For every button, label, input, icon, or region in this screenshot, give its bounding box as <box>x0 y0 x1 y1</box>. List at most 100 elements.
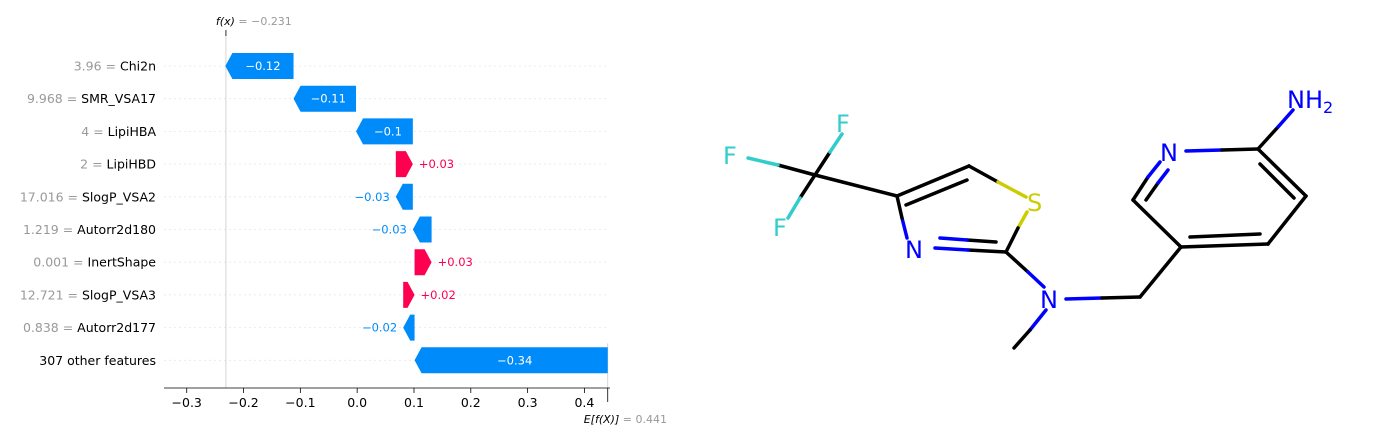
bond-n3-c4-black <box>895 194 904 220</box>
bar-value-label: −0.12 <box>245 59 280 73</box>
feature-name: SMR_VSA17 <box>81 91 156 106</box>
base-label: E[f(X)] = 0.441 <box>584 413 667 426</box>
feature-value: 2 = <box>80 157 106 172</box>
bond-c-f2-colored <box>746 156 780 167</box>
atom-nh2-subscript: 2 <box>1323 98 1333 117</box>
bond-c-f3 <box>798 173 817 200</box>
fx-label: f(x) = −0.231 <box>216 15 292 28</box>
bond-py-c2-n1-inner-colored <box>1156 168 1170 185</box>
x-tick-label: 0.3 <box>518 395 538 410</box>
feature-labels: 3.96 = Chi2n 9.968 = SMR_VSA17 4 = LipiHBA… <box>20 59 157 368</box>
waterfall-chart: −0.12−0.11−0.1+0.03−0.03−0.03+0.03+0.02−… <box>20 15 667 426</box>
bar-value-label: +0.03 <box>438 255 473 269</box>
bond-py-c4-c3 <box>1179 242 1270 249</box>
bond-py-c4-c3-inner <box>1188 232 1262 239</box>
feature-name: 307 other features <box>39 353 156 368</box>
positive-bar <box>414 249 432 276</box>
feature-label: 4 = LipiHBA <box>81 124 156 139</box>
feature-label: 17.016 = SlogP_VSA2 <box>20 189 156 204</box>
bond-c4-c5 <box>895 164 971 198</box>
feature-name: InertShape <box>88 255 157 270</box>
bar-value-label: −0.02 <box>362 321 397 335</box>
bond-c4-c5-inner <box>904 178 969 207</box>
negative-bar <box>412 216 432 243</box>
negative-bar <box>403 314 415 341</box>
bond-n-ch2 <box>1064 296 1104 301</box>
bond-py-n1-c6-black <box>1220 147 1260 152</box>
bond-n-methyl <box>1028 308 1048 332</box>
x-tick-label: −0.3 <box>172 395 202 410</box>
bond-py-c5-c4 <box>1266 194 1308 246</box>
bond-py-c6-c5-inner <box>1258 162 1296 200</box>
negative-bar <box>356 118 413 145</box>
atom-f3: F <box>773 214 787 242</box>
feature-value: 0.838 = <box>23 320 77 335</box>
atom-f1: F <box>836 110 850 138</box>
feature-value: 12.721 = <box>20 287 82 302</box>
bar-value-label: −0.03 <box>355 190 390 204</box>
bond-c-f2 <box>776 163 817 177</box>
feature-value: 1.219 = <box>23 222 77 237</box>
positive-bar <box>395 151 413 178</box>
bar-value-label: +0.02 <box>421 288 456 302</box>
x-tick-label: 0.1 <box>404 395 424 410</box>
bars-group: −0.12 −0.11 −0.1 +0.03 −0.03 −0.03 +0.03 +0.02 −… <box>225 53 608 374</box>
feature-value: 4 = <box>81 124 107 139</box>
bond-s-c2 <box>1016 210 1029 230</box>
feature-name: LipiHBA <box>108 124 157 139</box>
feature-value: 9.968 = <box>27 91 81 106</box>
bond-py-c6-c5 <box>1256 147 1308 198</box>
feature-name: SlogP_VSA3 <box>82 287 156 302</box>
bond-c2-n3-inner <box>965 238 998 244</box>
bond-py-n1-c6 <box>1184 148 1224 153</box>
bar-value-label: +0.03 <box>419 157 454 171</box>
bond-c5-s <box>967 164 1000 184</box>
bond-c6-nh2-colored <box>1276 108 1295 129</box>
bar-value-label: −0.34 <box>497 353 532 367</box>
bond-py-c3-c2 <box>1131 198 1183 249</box>
bond-cf3-c4 <box>813 173 899 198</box>
x-tick-label: 0.2 <box>461 395 481 410</box>
bar-value-label: −0.03 <box>372 223 407 237</box>
negative-bar <box>395 183 413 210</box>
negative-bar <box>293 85 357 112</box>
atom-nh2-main: NH <box>1287 86 1323 114</box>
bond-py-c2-n1 <box>1131 175 1150 202</box>
atom-n-thiazole: N <box>905 236 923 264</box>
bond-c2-namine-colored <box>1026 270 1046 289</box>
feature-name: SlogP_VSA2 <box>82 189 156 204</box>
feature-name: Autorr2d180 <box>77 222 156 237</box>
x-axis: −0.3 −0.2 −0.1 0.0 0.1 0.2 0.3 0.4 <box>164 30 610 410</box>
feature-label: 3.96 = Chi2n <box>74 59 156 74</box>
bond-s-c2-black <box>1004 226 1020 254</box>
feature-value: 3.96 = <box>74 59 120 74</box>
bond-c5-s-colored <box>996 180 1028 199</box>
bond-c2-n3 <box>966 248 1008 254</box>
feature-label: 9.968 = SMR_VSA17 <box>27 91 156 106</box>
feature-name: LipiHBD <box>107 157 156 172</box>
atom-s: S <box>1027 189 1042 217</box>
base-label-prefix: E[f(X)] <box>584 413 620 426</box>
fx-label-value: = −0.231 <box>235 15 292 28</box>
feature-label: 1.219 = Autorr2d180 <box>23 222 156 237</box>
bar-value-label: −0.11 <box>311 92 346 106</box>
bond-py-c2-n1-inner <box>1144 181 1160 202</box>
feature-value: 0.001 = <box>33 255 87 270</box>
bond-c2-n3-inner-colored <box>938 236 969 242</box>
bond-c-f1 <box>813 150 832 177</box>
negative-bar <box>225 53 294 79</box>
bond-ch2-pyridine <box>1138 245 1183 299</box>
bond-n3-c4 <box>900 216 909 240</box>
atom-n-pyridine: N <box>1160 139 1178 167</box>
feature-label: 2 = LipiHBD <box>80 157 156 172</box>
atom-nh2: NH2 <box>1287 86 1333 117</box>
bond-py-c2-n1-colored <box>1146 160 1162 179</box>
feature-label: 0.001 = InertShape <box>33 255 156 270</box>
bond-c2-n3-colored <box>933 246 970 252</box>
bond-c2-namine <box>1004 250 1030 274</box>
x-tick-label: 0.0 <box>347 395 367 410</box>
feature-label: 0.838 = Autorr2d177 <box>23 320 156 335</box>
negative-bar <box>414 347 608 374</box>
fx-label-prefix: f(x) <box>216 15 235 28</box>
